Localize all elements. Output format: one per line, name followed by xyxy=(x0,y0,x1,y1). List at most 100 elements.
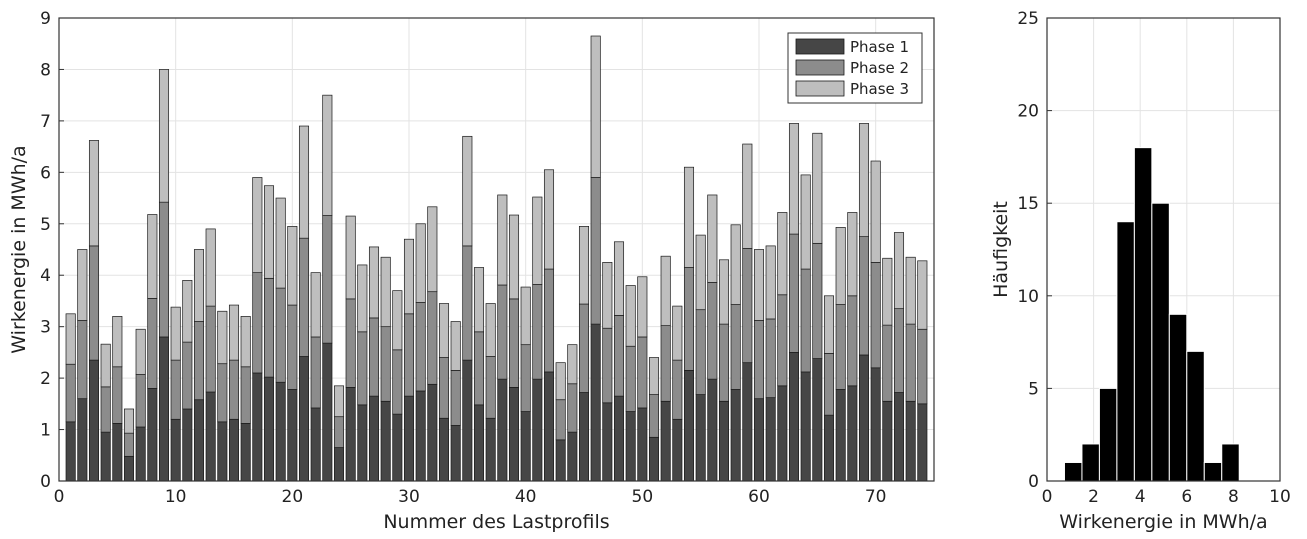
bar-segment xyxy=(88,245,100,361)
y-tick-label: 8 xyxy=(40,60,51,80)
bar-segment xyxy=(438,417,450,482)
bar-segment xyxy=(812,242,823,359)
x-tick-label: 20 xyxy=(282,487,304,507)
bar-segment xyxy=(228,304,240,361)
bar-segment xyxy=(683,267,695,371)
bar-segment xyxy=(777,212,788,296)
bar-segment xyxy=(193,321,205,401)
legend: Phase 1 Phase 2 Phase 3 xyxy=(787,32,923,104)
bar-segment xyxy=(298,356,310,482)
bar-segment xyxy=(392,413,403,482)
bar-segment xyxy=(112,316,123,368)
bar-segment xyxy=(637,276,648,338)
bar-segment xyxy=(357,264,368,333)
bar-segment xyxy=(77,249,88,321)
bar-segment xyxy=(65,313,76,365)
bar-segment xyxy=(788,352,800,482)
bar-segment xyxy=(497,378,508,482)
bar-segment xyxy=(263,185,275,279)
bar-segment xyxy=(263,376,275,482)
bar-segment xyxy=(823,414,835,482)
bar-segment xyxy=(170,306,181,361)
bar-segment xyxy=(800,174,811,270)
bar-segment xyxy=(112,423,123,482)
bar-segment xyxy=(333,447,345,482)
bar-segment xyxy=(637,407,648,482)
bar-segment xyxy=(345,387,356,482)
bar-segment xyxy=(695,394,706,482)
x-tick-label: 50 xyxy=(632,487,654,507)
bar-segment xyxy=(602,262,613,329)
bar-segment xyxy=(345,298,356,388)
bar-segment xyxy=(567,344,578,385)
bar-segment xyxy=(835,389,846,482)
x-axis-label: Nummer des Lastprofils xyxy=(383,511,609,533)
bar-segment xyxy=(322,215,333,344)
bar-segment xyxy=(683,370,695,482)
bar-segment xyxy=(660,255,671,326)
y-tick-label: 5 xyxy=(40,215,51,235)
bar-segment xyxy=(823,353,835,416)
bar-segment xyxy=(765,318,776,399)
x-tick-label: 40 xyxy=(515,487,537,507)
bar-segment xyxy=(590,35,601,178)
bar-segment xyxy=(753,249,765,321)
bar-segment xyxy=(625,345,636,412)
bar-segment xyxy=(695,309,706,395)
bar-segment xyxy=(182,408,193,482)
bar-segment xyxy=(100,431,111,482)
bar-segment xyxy=(485,356,496,419)
bar-segment xyxy=(532,196,543,285)
bar-segment xyxy=(648,357,660,395)
bar-segment xyxy=(112,366,123,424)
bar-segment xyxy=(450,425,461,482)
y-tick-label: 15 xyxy=(1017,194,1039,214)
bar-segment xyxy=(392,349,403,415)
bar-segment xyxy=(905,400,916,482)
bar-segment xyxy=(497,284,508,380)
bar-segment xyxy=(637,336,648,409)
bar-segment xyxy=(403,313,415,397)
bar-segment xyxy=(602,402,613,482)
bar-segment xyxy=(882,400,893,482)
bar-segment xyxy=(298,237,310,357)
bar-segment xyxy=(567,431,578,482)
bar-segment xyxy=(578,303,590,393)
bar-segment xyxy=(252,177,263,274)
bar-segment xyxy=(625,285,636,347)
bar-segment xyxy=(917,260,928,330)
bar-segment xyxy=(403,238,415,315)
bar-segment xyxy=(590,323,601,482)
bar-segment xyxy=(730,389,741,482)
y-tick-label: 9 xyxy=(40,9,51,29)
bar-segment xyxy=(287,389,298,482)
bar-segment xyxy=(648,436,660,482)
bar-segment xyxy=(228,418,240,482)
bar-segment xyxy=(333,385,345,418)
bar-segment xyxy=(147,388,158,482)
bar-segment xyxy=(730,224,741,305)
bar-segment xyxy=(158,336,170,482)
bar-segment xyxy=(275,381,286,482)
bar-segment xyxy=(893,232,905,310)
bar-segment xyxy=(392,290,403,351)
bar-segment xyxy=(310,336,321,409)
bar-segment xyxy=(718,400,730,482)
bar-segment xyxy=(135,374,146,428)
bar-segment xyxy=(427,291,438,385)
histogram-bar xyxy=(1151,202,1170,482)
bar-segment xyxy=(497,194,508,286)
histogram-bar xyxy=(1186,350,1205,482)
bar-segment xyxy=(380,400,391,482)
bar-segment xyxy=(345,215,356,300)
histogram-bar xyxy=(1063,461,1083,482)
legend-label: Phase 3 xyxy=(850,80,909,98)
bar-segment xyxy=(77,398,88,482)
x-tick-label: 70 xyxy=(865,487,887,507)
bar-segment xyxy=(65,363,76,423)
bar-segment xyxy=(742,248,753,364)
y-axis-label: Wirkenergie in MWh/a xyxy=(8,145,30,353)
bars xyxy=(65,35,928,482)
bar-segment xyxy=(415,223,426,303)
bar-segment xyxy=(882,324,893,402)
